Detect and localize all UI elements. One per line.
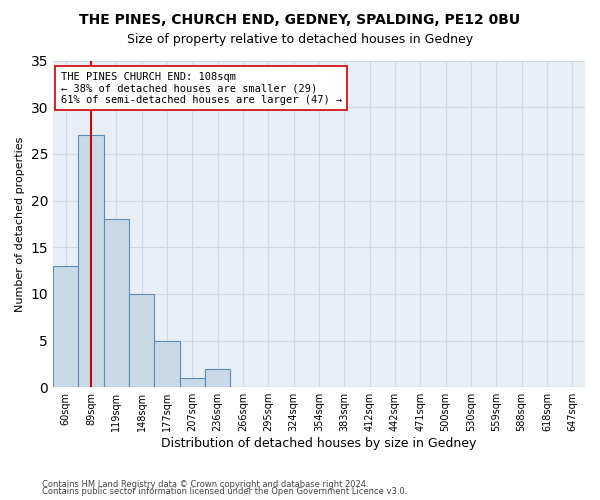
Text: Contains public sector information licensed under the Open Government Licence v3: Contains public sector information licen… xyxy=(42,487,407,496)
Text: Size of property relative to detached houses in Gedney: Size of property relative to detached ho… xyxy=(127,32,473,46)
X-axis label: Distribution of detached houses by size in Gedney: Distribution of detached houses by size … xyxy=(161,437,477,450)
Y-axis label: Number of detached properties: Number of detached properties xyxy=(15,136,25,312)
Bar xyxy=(53,266,79,387)
Text: THE PINES CHURCH END: 108sqm
← 38% of detached houses are smaller (29)
61% of se: THE PINES CHURCH END: 108sqm ← 38% of de… xyxy=(61,72,342,105)
Bar xyxy=(179,378,205,387)
Bar xyxy=(129,294,154,387)
Bar xyxy=(79,135,104,387)
Bar xyxy=(154,340,179,387)
Bar xyxy=(104,219,129,387)
Text: THE PINES, CHURCH END, GEDNEY, SPALDING, PE12 0BU: THE PINES, CHURCH END, GEDNEY, SPALDING,… xyxy=(79,12,521,26)
Bar xyxy=(205,368,230,387)
Text: Contains HM Land Registry data © Crown copyright and database right 2024.: Contains HM Land Registry data © Crown c… xyxy=(42,480,368,489)
